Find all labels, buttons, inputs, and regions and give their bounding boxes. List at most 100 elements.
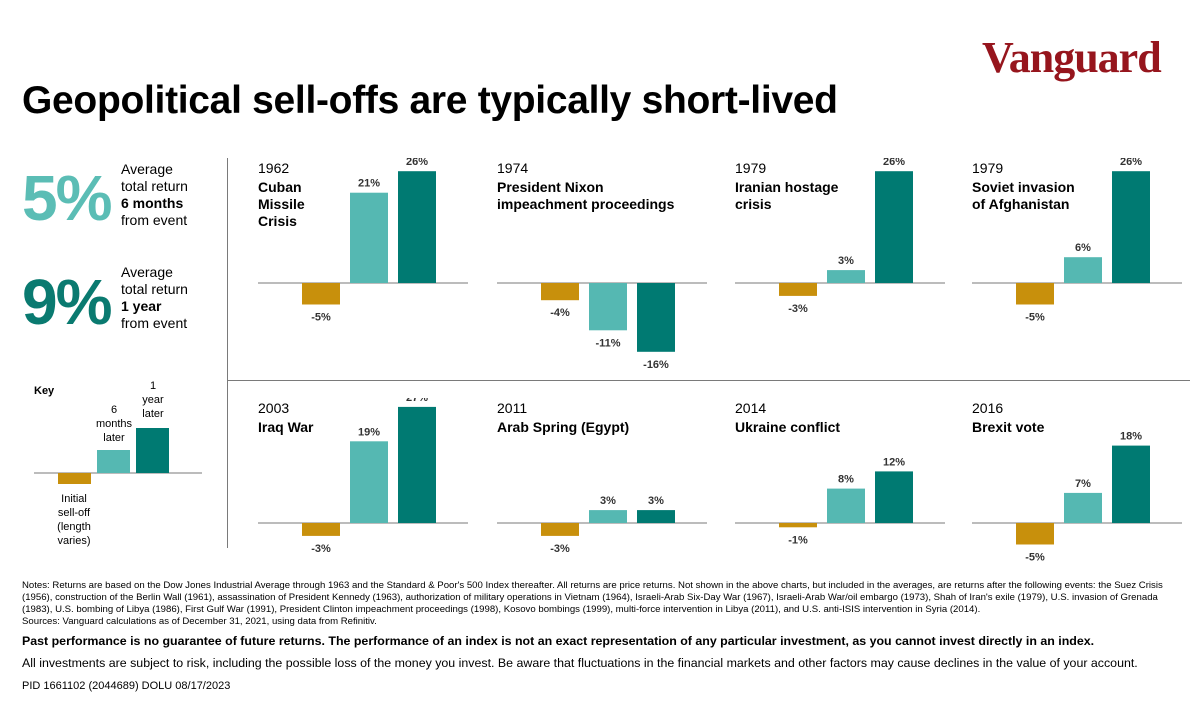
chart-bar (350, 441, 388, 523)
chart-bar (302, 523, 340, 536)
svg-text:6: 6 (111, 404, 117, 416)
chart-data-label: 19% (358, 426, 380, 438)
svg-text:months: months (96, 418, 133, 430)
chart-bar (1064, 492, 1102, 523)
notes-text: Notes: Returns are based on the Dow Jone… (22, 580, 1163, 615)
chart-bar (637, 510, 675, 523)
key-legend: Key 1 year later 6 months later Initial … (34, 380, 202, 547)
chart-data-label: -5% (1025, 552, 1045, 564)
chart-year: 1974 (497, 160, 529, 176)
key-bar-one-year (136, 428, 169, 473)
chart-year: 1979 (735, 160, 767, 176)
chart-bar (875, 171, 913, 283)
stat-caption: Average total return 1 year from event (121, 264, 188, 331)
svg-text:year: year (142, 394, 164, 406)
svg-text:later: later (142, 408, 164, 420)
chart-bar (779, 283, 817, 296)
chart-title: Ukraine conflict (735, 419, 841, 435)
chart-bar (1064, 257, 1102, 283)
chart-bar (1112, 171, 1150, 283)
chart-bar (350, 192, 388, 283)
chart-data-label: 26% (1120, 158, 1142, 168)
chart-data-label: 6% (1075, 242, 1091, 254)
chart-bar (827, 270, 865, 283)
performance-disclaimer: Past performance is no guarantee of futu… (22, 634, 1095, 648)
svg-text:(length: (length (57, 521, 91, 533)
chart-year: 1962 (258, 160, 290, 176)
key-bar-initial (58, 473, 91, 484)
chart-year: 2016 (972, 400, 1004, 416)
chart-svg: -1% 8% 12% (735, 456, 945, 546)
chart-svg: -5% 6% 26% (972, 158, 1182, 324)
key-label-initial: Initial sell-off (length varies) (57, 493, 91, 547)
key-bar-six-months (97, 450, 130, 473)
key-title: Key (34, 385, 55, 397)
sources-text: Sources: Vanguard calculations as of Dec… (22, 616, 377, 627)
chart-data-label: -5% (311, 312, 331, 324)
chart-data-label: 7% (1075, 478, 1091, 490)
chart-bar (398, 171, 436, 283)
chart-data-label: -3% (788, 303, 808, 315)
chart-year: 2014 (735, 400, 767, 416)
chart-data-label: -5% (1025, 312, 1045, 324)
chart-svg: -5% 7% 18% (972, 431, 1182, 564)
chart-data-label: -16% (643, 359, 669, 368)
chart-data-label: 21% (358, 178, 380, 190)
chart-bar (589, 510, 627, 523)
chart-bar (1016, 523, 1054, 545)
chart-bar (541, 523, 579, 536)
svg-text:1: 1 (150, 380, 156, 392)
page-title: Geopolitical sell-offs are typically sho… (22, 79, 838, 122)
chart-title: Cuban Missile Crisis (258, 179, 305, 229)
stat-caption: Average total return 6 months from event (121, 161, 188, 228)
chart-data-label: 26% (883, 158, 905, 168)
chart-data-label: -4% (550, 307, 570, 319)
chart-bar (398, 406, 436, 523)
chart-svg: -3% 3% 26% (735, 158, 945, 315)
svg-text:sell-off: sell-off (58, 507, 91, 519)
risk-disclaimer: All investments are subject to risk, inc… (22, 656, 1138, 670)
chart-data-label: 3% (600, 495, 616, 507)
chart-year: 2011 (497, 400, 528, 416)
chart-bar (589, 283, 627, 331)
chart-title: President Nixon impeachment proceedings (497, 179, 675, 212)
chart-bar (1016, 283, 1054, 305)
chart-title: Soviet invasion of Afghanistan (972, 179, 1075, 212)
notes: Notes: Returns are based on the Dow Jone… (22, 580, 1187, 628)
svg-text:later: later (103, 432, 125, 444)
chart-svg: -5% 21% 26% (258, 158, 468, 324)
chart-bar (1112, 445, 1150, 523)
chart-title: Iranian hostage crisis (735, 179, 839, 212)
chart-data-label: 27% (406, 398, 428, 404)
chart-bar (779, 523, 817, 528)
chart-bar (827, 488, 865, 523)
chart-data-label: 26% (406, 158, 428, 168)
chart-title: Brexit vote (972, 419, 1045, 435)
divider-horizontal (227, 380, 1190, 381)
chart-year: 1979 (972, 160, 1004, 176)
chart-svg: -3% 19% 27% (258, 398, 468, 555)
svg-text:varies): varies) (57, 535, 90, 547)
chart-bar (541, 283, 579, 301)
chart-data-label: -1% (788, 534, 808, 546)
chart-bar (875, 471, 913, 523)
vanguard-logo: Vanguard (982, 33, 1162, 82)
chart-bar (302, 283, 340, 305)
key-label-year: 1 year later (142, 380, 164, 420)
chart-data-label: 3% (838, 255, 854, 267)
pid-code: PID 1661102 (2044689) DOLU 08/17/2023 (22, 680, 231, 692)
divider-vertical (227, 158, 228, 548)
chart-year: 2003 (258, 400, 290, 416)
chart-title: Iraq War (258, 419, 314, 435)
chart-data-label: 8% (838, 474, 854, 486)
chart-svg: -3% 3% 3% (497, 495, 707, 555)
chart-data-label: 18% (1120, 431, 1142, 443)
stat-value: 5% (22, 162, 112, 234)
chart-data-label: -11% (595, 337, 620, 349)
chart-title: Arab Spring (Egypt) (497, 419, 630, 435)
stat-value: 9% (22, 266, 112, 338)
chart-bar (637, 283, 675, 352)
chart-data-label: -3% (550, 543, 570, 555)
chart-svg: -4% -11% -16% (497, 282, 707, 368)
key-label-six-months: 6 months later (96, 404, 133, 444)
